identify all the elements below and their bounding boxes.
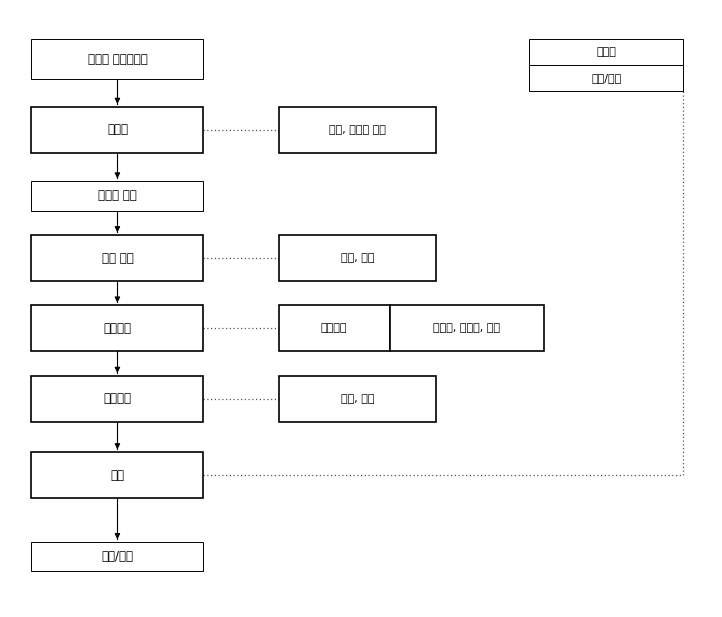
FancyBboxPatch shape bbox=[32, 452, 204, 498]
Text: 보관/출고: 보관/출고 bbox=[101, 550, 134, 563]
FancyBboxPatch shape bbox=[529, 39, 684, 65]
FancyBboxPatch shape bbox=[32, 39, 204, 79]
Text: 부자재: 부자재 bbox=[596, 48, 617, 57]
Text: 유산균 혼합: 유산균 혼합 bbox=[98, 189, 136, 202]
Text: 관능검사: 관능검사 bbox=[103, 392, 131, 405]
Text: 주정, 부원료 혼합: 주정, 부원료 혼합 bbox=[329, 125, 386, 135]
FancyBboxPatch shape bbox=[32, 305, 204, 351]
Text: 중금속, 미생물, 식염: 중금속, 미생물, 식염 bbox=[433, 323, 500, 333]
Text: 미역귀 열수추출물: 미역귀 열수추출물 bbox=[87, 53, 147, 66]
Text: 이미, 이취: 이미, 이취 bbox=[341, 394, 374, 404]
Text: 포장: 포장 bbox=[110, 469, 124, 482]
FancyBboxPatch shape bbox=[32, 235, 204, 281]
FancyBboxPatch shape bbox=[32, 107, 204, 152]
Text: 분말 충진: 분말 충진 bbox=[102, 252, 134, 265]
Text: 과립화: 과립화 bbox=[107, 123, 128, 136]
FancyBboxPatch shape bbox=[279, 235, 436, 281]
FancyBboxPatch shape bbox=[32, 376, 204, 421]
FancyBboxPatch shape bbox=[529, 65, 684, 91]
FancyBboxPatch shape bbox=[279, 376, 436, 421]
FancyBboxPatch shape bbox=[32, 542, 204, 571]
Text: 공인분석: 공인분석 bbox=[321, 323, 347, 333]
FancyBboxPatch shape bbox=[279, 107, 436, 152]
FancyBboxPatch shape bbox=[390, 305, 544, 351]
Text: 입고/보관: 입고/보관 bbox=[591, 73, 622, 83]
Text: 품질점검: 품질점검 bbox=[103, 322, 131, 335]
FancyBboxPatch shape bbox=[32, 181, 204, 210]
Text: 스틱, 캡슐: 스틱, 캡슐 bbox=[341, 253, 374, 263]
FancyBboxPatch shape bbox=[279, 305, 390, 351]
